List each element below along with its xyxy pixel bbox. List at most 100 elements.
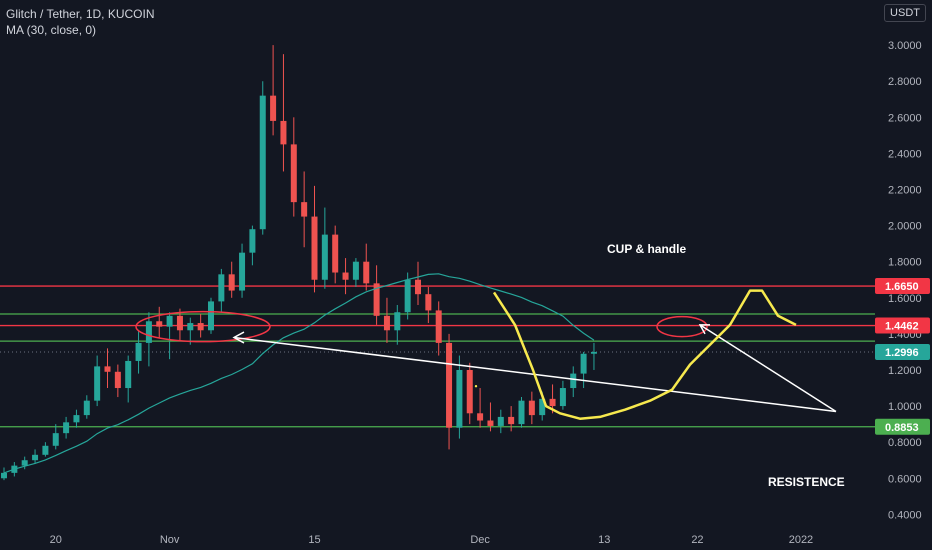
candle-body [497, 416, 504, 426]
candle-body [63, 422, 70, 434]
candle-body [363, 261, 370, 284]
price-tick-label: 2.8000 [888, 76, 922, 88]
candle-body [1, 472, 7, 479]
candle-body [456, 369, 463, 428]
candle-body [404, 279, 411, 313]
candle-body [228, 274, 235, 291]
candle-body [280, 120, 287, 145]
candle-body [270, 95, 277, 121]
price-tick-label: 0.8000 [888, 437, 922, 449]
candle-body [332, 234, 339, 273]
candle-body [373, 283, 380, 316]
time-tick-label: Dec [470, 534, 490, 546]
price-label-box [875, 278, 930, 295]
currency-button[interactable]: USDT [884, 4, 926, 22]
ma-line [3, 273, 595, 474]
candle-body [42, 445, 49, 455]
candle-body [94, 366, 101, 401]
candle-body [311, 216, 318, 280]
price-tick-label: 2.6000 [888, 112, 922, 124]
yellow-dot [474, 385, 478, 388]
candle-body [383, 315, 390, 331]
candle-body [528, 400, 535, 416]
candle-body [249, 229, 256, 253]
candle-body [145, 321, 152, 343]
resistance-annotation: RESISTENCE [768, 475, 845, 489]
arrow-head-left [232, 331, 245, 344]
candle-body [156, 321, 163, 327]
red-circle-right [656, 315, 708, 338]
candle-body [477, 413, 484, 421]
candle-body [487, 420, 494, 426]
red-circle-left [135, 310, 271, 343]
time-tick-label: 15 [308, 534, 320, 546]
price-tick-label: 1.6000 [888, 293, 922, 305]
candle-body [73, 415, 80, 423]
candle-body [21, 460, 28, 466]
price-tick-label: 1.2000 [888, 365, 922, 377]
candle-body [352, 261, 359, 280]
symbol-title: Glitch / Tether, 1D, KUCOIN [6, 7, 155, 21]
candle-body [290, 144, 297, 203]
cup-handle-annotation: CUP & handle [607, 242, 687, 256]
price-label-text: 1.6650 [885, 281, 919, 293]
candle-body [559, 388, 566, 407]
candle-body [342, 272, 349, 280]
price-tick-label: 1.8000 [888, 257, 922, 269]
candle-body [425, 294, 432, 311]
ma-indicator-label: MA (30, close, 0) [6, 23, 97, 37]
price-tick-label: 0.4000 [888, 509, 922, 521]
candle-body [508, 416, 515, 425]
candle-body [187, 323, 194, 331]
cup-handle-drawing [492, 289, 797, 420]
chart-legend: Glitch / Tether, 1D, KUCOIN MA (30, clos… [6, 6, 155, 38]
time-tick-label: 20 [50, 534, 62, 546]
candle-body [32, 454, 39, 461]
price-tick-label: 3.0000 [888, 40, 922, 52]
price-label-text: 1.4462 [885, 321, 919, 333]
price-tick-label: 2.0000 [888, 221, 922, 233]
candle-body [104, 366, 111, 372]
time-tick-label: 13 [598, 534, 610, 546]
price-tick-label: 2.2000 [888, 185, 922, 197]
price-label-text: 1.2996 [885, 347, 919, 359]
candle-body [435, 310, 442, 343]
price-label-box [875, 344, 930, 361]
candle-body [176, 315, 183, 331]
candle-body [218, 274, 225, 302]
arrow-line-right [699, 324, 837, 413]
price-axis[interactable] [875, 0, 932, 550]
candle-body [549, 398, 556, 407]
candle-body [166, 315, 173, 327]
candle-body [321, 234, 328, 280]
candle-body [83, 400, 90, 416]
price-label-text: 0.8853 [885, 422, 919, 434]
time-axis[interactable] [0, 527, 875, 550]
price-label-box [875, 418, 930, 435]
price-tick-label: 2.4000 [888, 148, 922, 160]
candle-body [570, 373, 577, 389]
price-tick-label: 0.6000 [888, 473, 922, 485]
candle-body [446, 342, 453, 428]
time-tick-label: Nov [160, 534, 180, 546]
price-tick-label: 1.0000 [888, 401, 922, 413]
candle-body [52, 433, 59, 446]
candle-body [394, 312, 401, 331]
candle-body [301, 202, 308, 217]
candle-body [259, 95, 266, 230]
arrow-head-right [698, 324, 710, 335]
candle-body [125, 360, 132, 389]
time-tick-label: 2022 [789, 534, 813, 546]
time-tick-label: 22 [691, 534, 703, 546]
candle-body [580, 353, 587, 374]
candle-body [539, 398, 546, 416]
candle-body [466, 369, 473, 414]
candle-body [135, 342, 142, 361]
candle-body [208, 301, 214, 331]
candle-body [239, 252, 246, 291]
candle-body [590, 351, 597, 354]
candle-body [197, 323, 204, 331]
candle-body [415, 279, 421, 295]
